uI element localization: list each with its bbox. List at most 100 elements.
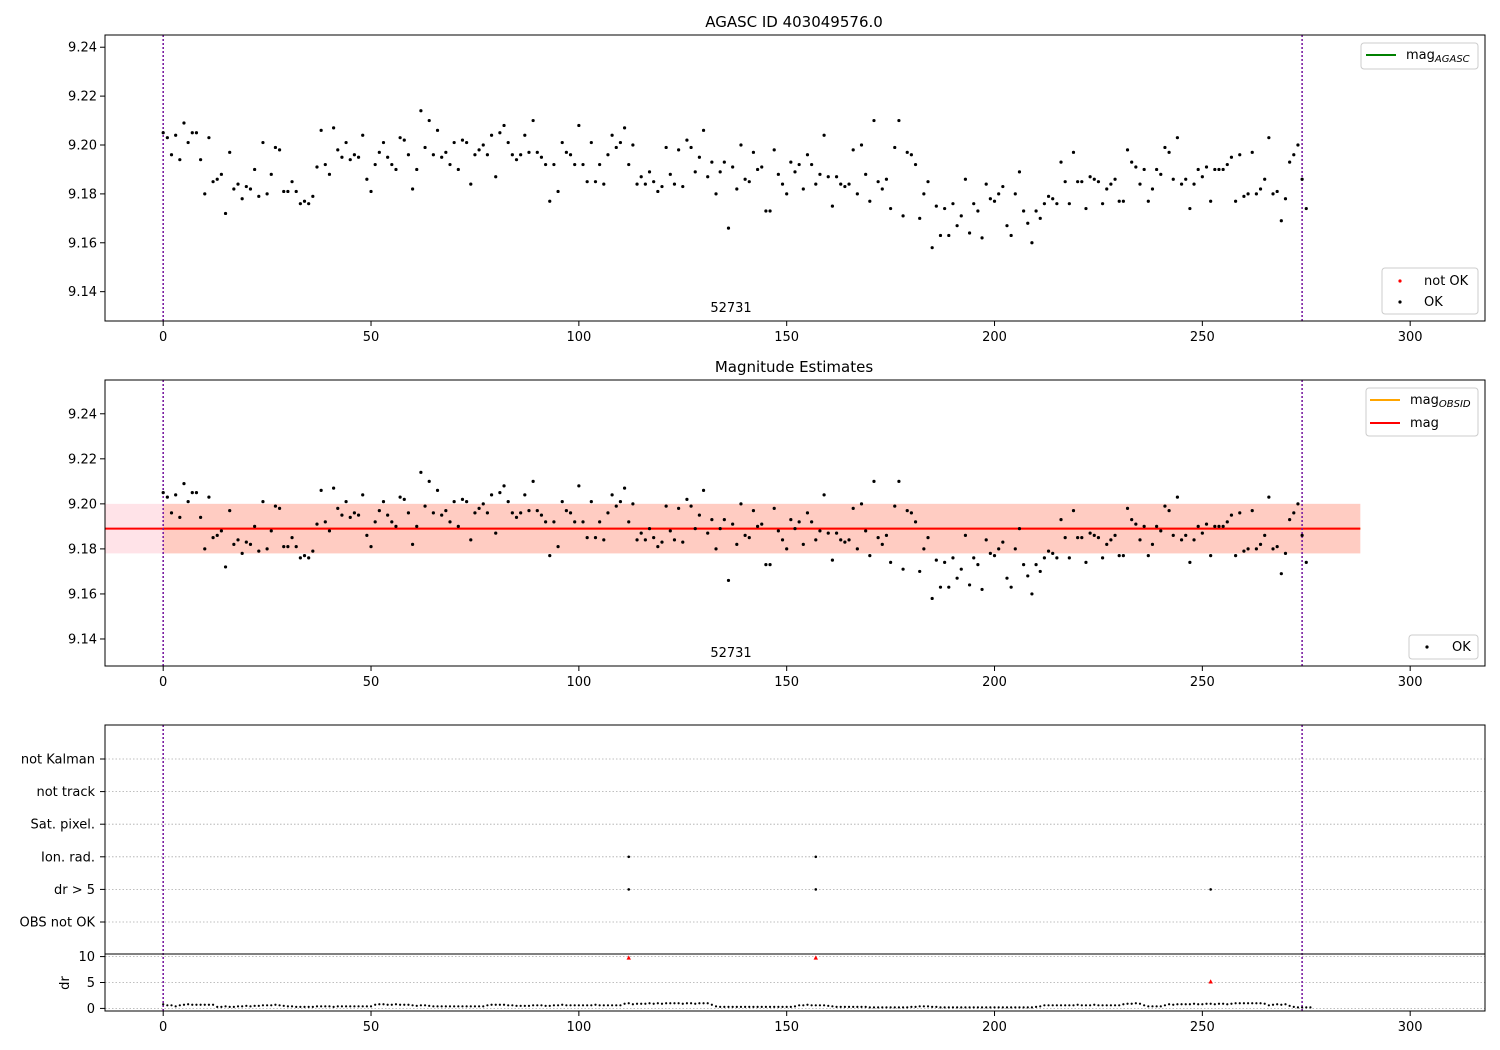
dr-point (997, 1006, 1000, 1009)
data-point-ok (240, 551, 244, 556)
data-point-ok (955, 576, 959, 580)
dr-point (590, 1004, 593, 1007)
data-point-ok (893, 504, 897, 508)
data-point-ok (1229, 155, 1234, 159)
data-point-ok (905, 509, 909, 513)
legend-box (1408, 634, 1479, 660)
dr-axis-label: dr (58, 976, 73, 990)
dr-point (203, 1003, 206, 1006)
dr-point (1263, 1002, 1266, 1005)
data-point-ok (1017, 170, 1022, 174)
data-point-ok (1171, 177, 1175, 181)
dr-point (976, 1006, 979, 1009)
data-point-ok (394, 167, 398, 172)
data-point-ok (967, 231, 972, 235)
x-tick-label: 0 (159, 675, 167, 690)
data-point-ok (219, 529, 223, 533)
dr-point (935, 1005, 938, 1008)
data-point-ok (1296, 502, 1300, 506)
data-point-ok (859, 143, 864, 147)
data-point-ok (976, 563, 980, 567)
dr-point (224, 1005, 227, 1008)
legend-marker-ok (1425, 645, 1429, 649)
data-point-ok (830, 558, 835, 562)
data-point-ok (947, 585, 951, 589)
data-point-ok (839, 182, 843, 186)
data-point-ok (992, 554, 997, 558)
dr-point (369, 1005, 373, 1008)
obsid-label: 52731 (710, 646, 751, 661)
data-point-ok (373, 162, 377, 167)
data-point-ok (967, 583, 972, 587)
dr-point (1130, 1002, 1133, 1005)
data-point-ok (1117, 199, 1121, 203)
data-point-ok (489, 493, 494, 497)
data-point-ok (656, 189, 660, 194)
dr-point (1167, 1003, 1171, 1006)
dr-point (569, 1004, 572, 1007)
data-point-ok (909, 153, 913, 157)
data-point-ok (627, 520, 631, 524)
data-point-ok (805, 153, 810, 157)
data-point-ok (448, 162, 452, 167)
dr-point (656, 1002, 659, 1005)
x-tick-label: 0 (159, 330, 167, 345)
dr-point (619, 1004, 622, 1007)
data-point-ok (797, 520, 801, 524)
data-point-ok (261, 500, 265, 504)
y-tick-label: 9.24 (68, 407, 97, 422)
dr-point (685, 1002, 689, 1005)
data-point-ok (710, 518, 714, 522)
data-point-ok (498, 131, 502, 135)
dr-point (1213, 1003, 1216, 1006)
data-point-ok (348, 515, 352, 519)
data-point-ok (377, 509, 381, 513)
data-point-ok (1130, 518, 1134, 522)
data-point-ok (203, 192, 207, 196)
dr-point (340, 1005, 344, 1008)
data-point-ok (988, 551, 992, 556)
data-point-ok (822, 493, 826, 497)
data-point-ok (880, 187, 884, 191)
magnitude-legend: magOBSID mag (1365, 387, 1479, 437)
data-point-ok (1142, 167, 1146, 172)
data-point-ok (668, 172, 672, 176)
dr-point (1201, 1003, 1204, 1006)
data-point-ok (660, 184, 664, 189)
data-point-ok (1005, 576, 1009, 580)
data-point-ok (847, 538, 851, 542)
dr-point (918, 1005, 921, 1008)
data-point-ok (1209, 554, 1213, 558)
dr-point (1018, 1006, 1021, 1009)
dr-point (822, 1004, 826, 1007)
data-point-ok (1159, 172, 1163, 176)
data-point-ok (1030, 241, 1034, 245)
data-point-ok (253, 524, 257, 528)
data-point-ok (1146, 554, 1150, 558)
data-point-ok (834, 531, 839, 535)
dr-point (1222, 1002, 1225, 1005)
data-point-ok (327, 172, 332, 176)
data-point-ok (577, 484, 581, 488)
data-point-ok (764, 209, 768, 213)
data-point-ok (419, 470, 423, 474)
data-point-ok (1121, 199, 1125, 203)
dr-point (1197, 1003, 1200, 1006)
data-point-ok (747, 536, 751, 540)
data-point-ok (573, 162, 577, 167)
data-point-ok (755, 167, 760, 172)
data-point-ok (1001, 540, 1005, 544)
data-point-ok (203, 547, 207, 551)
dr-point (818, 1004, 822, 1007)
dr-point (411, 1004, 414, 1007)
flag-row-label: Sat. pixel. (31, 818, 95, 833)
dr-point (561, 1003, 564, 1006)
data-point-ok (1071, 509, 1076, 513)
data-point-ok (1150, 542, 1155, 546)
data-point-ok (739, 143, 743, 147)
dr-point (1122, 1003, 1125, 1006)
data-point-ok (348, 158, 352, 162)
dr-point (1072, 1004, 1075, 1007)
data-point-ok (340, 513, 344, 517)
data-point-ok (269, 529, 273, 533)
